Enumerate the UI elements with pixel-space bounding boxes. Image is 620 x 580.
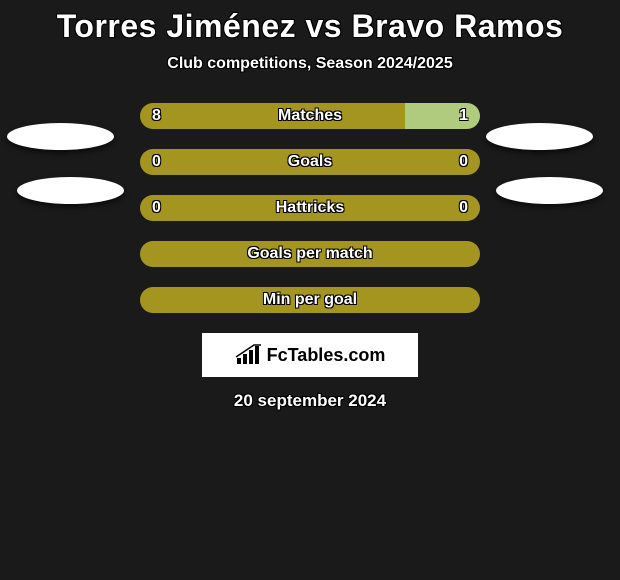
stat-bar-left: [140, 103, 405, 129]
stat-bar: [140, 287, 480, 313]
stat-bar-left: [140, 149, 480, 175]
stat-row: Min per goal: [0, 287, 620, 313]
bar-chart-icon: [235, 344, 263, 366]
date-text: 20 september 2024: [0, 391, 620, 411]
stat-bar: [140, 103, 480, 129]
stat-bar-right: [405, 103, 480, 129]
stat-row: Goals00: [0, 149, 620, 175]
stat-row: Goals per match: [0, 241, 620, 267]
stat-bar: [140, 241, 480, 267]
page-subtitle: Club competitions, Season 2024/2025: [0, 55, 620, 73]
stat-bar-left: [140, 195, 480, 221]
logo-text: FcTables.com: [267, 345, 386, 366]
stat-bar: [140, 195, 480, 221]
stat-bar: [140, 149, 480, 175]
stat-bar-left: [140, 287, 480, 313]
fctables-logo[interactable]: FcTables.com: [202, 333, 418, 377]
stat-bar-left: [140, 241, 480, 267]
comparison-widget: Torres Jiménez vs Bravo Ramos Club compe…: [0, 0, 620, 580]
stat-row: Matches81: [0, 103, 620, 129]
stat-row: Hattricks00: [0, 195, 620, 221]
page-title: Torres Jiménez vs Bravo Ramos: [0, 0, 620, 45]
